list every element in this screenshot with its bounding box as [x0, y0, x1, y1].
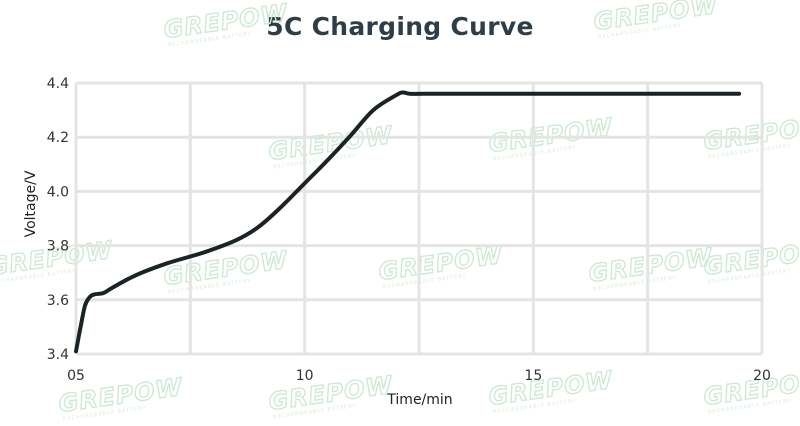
y-tick-label: 4.2 [47, 130, 69, 146]
y-tick-label: 4.4 [47, 76, 69, 92]
y-tick-label: 4.0 [47, 184, 69, 200]
voltage-series-line [74, 90, 742, 354]
x-tick-label: 10 [296, 368, 314, 384]
tick-label-layer: 3.4 3.6 3.8 4.0 4.2 4.4 05 10 15 20 [47, 76, 771, 384]
x-tick-label: 15 [524, 368, 542, 384]
series-layer [74, 90, 742, 354]
x-axis-label: Time/min [386, 392, 452, 408]
grid-layer [74, 81, 764, 356]
chart-title: 5C Charging Curve [266, 12, 534, 41]
x-tick-label: 20 [753, 368, 771, 384]
y-tick-label: 3.4 [47, 347, 69, 363]
x-tick-label: 05 [67, 368, 85, 384]
y-axis-label: Voltage/V [23, 170, 39, 237]
y-tick-label: 3.6 [47, 293, 69, 309]
y-tick-label: 3.8 [47, 239, 69, 255]
